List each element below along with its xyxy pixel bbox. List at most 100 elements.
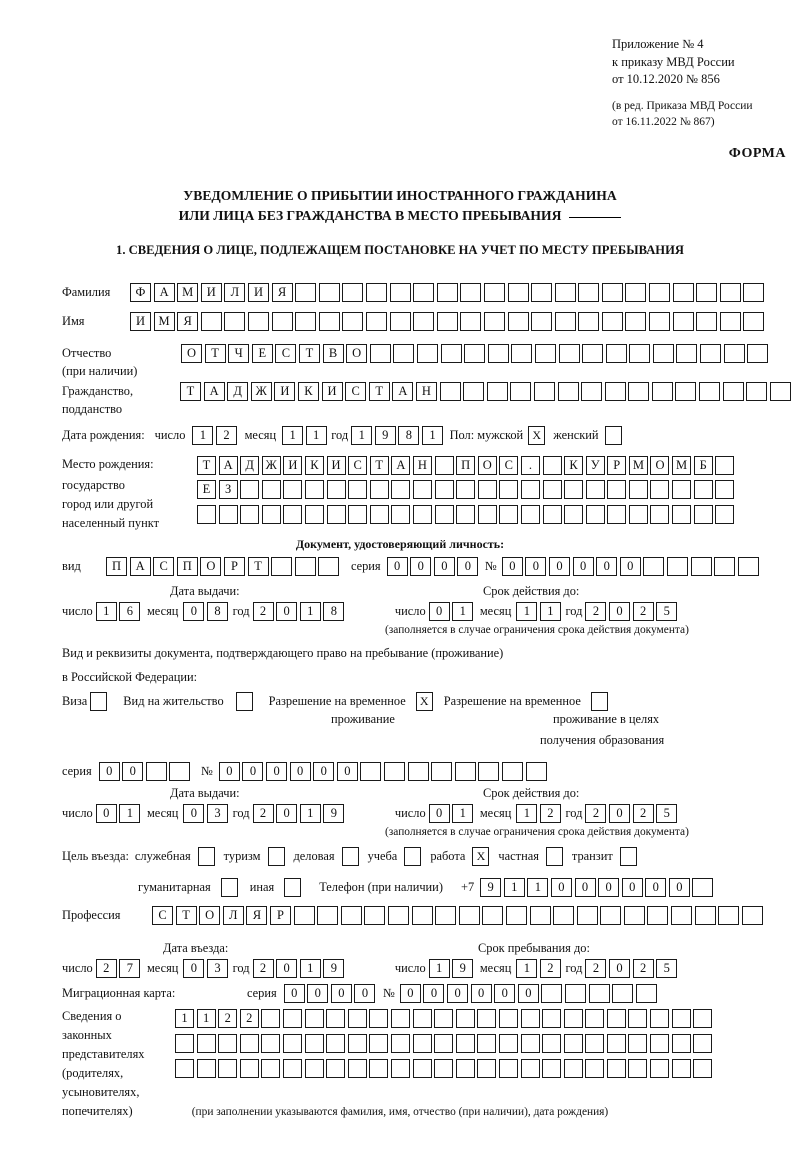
char-cell[interactable]: 0 bbox=[598, 878, 620, 897]
char-cell[interactable]: 2 bbox=[539, 959, 561, 978]
char-cell[interactable] bbox=[672, 480, 692, 499]
char-cell[interactable]: 0 bbox=[289, 762, 311, 781]
char-cell[interactable] bbox=[239, 1059, 259, 1078]
char-cell[interactable]: 3 bbox=[207, 959, 229, 978]
char-cell[interactable] bbox=[463, 382, 485, 401]
char-cell[interactable] bbox=[563, 1059, 583, 1078]
char-cell[interactable] bbox=[606, 1034, 626, 1053]
char-cell[interactable]: О bbox=[650, 456, 670, 475]
char-cell[interactable] bbox=[628, 1059, 648, 1078]
char-cell[interactable] bbox=[531, 283, 553, 302]
char-cell[interactable] bbox=[666, 557, 688, 576]
char-cell[interactable] bbox=[458, 906, 480, 925]
char-cell[interactable] bbox=[295, 312, 317, 331]
sex-female-checkbox[interactable] bbox=[604, 426, 622, 445]
char-cell[interactable]: 0 bbox=[386, 557, 408, 576]
char-cell[interactable] bbox=[483, 312, 505, 331]
char-cell[interactable] bbox=[369, 505, 389, 524]
char-cell[interactable]: И bbox=[274, 382, 296, 401]
char-cell[interactable] bbox=[600, 906, 622, 925]
char-cell[interactable] bbox=[525, 762, 547, 781]
char-cell[interactable]: О bbox=[181, 344, 202, 363]
char-cell[interactable] bbox=[364, 906, 386, 925]
char-cell[interactable] bbox=[434, 480, 454, 499]
char-cell[interactable] bbox=[582, 344, 604, 363]
char-cell[interactable]: Д bbox=[227, 382, 249, 401]
char-cell[interactable] bbox=[563, 1034, 583, 1053]
purpose-option-checkbox[interactable] bbox=[267, 847, 285, 866]
char-cell[interactable]: Л bbox=[224, 283, 246, 302]
char-cell[interactable] bbox=[247, 312, 269, 331]
char-cell[interactable] bbox=[347, 1059, 367, 1078]
visa-checkbox[interactable] bbox=[90, 692, 108, 711]
char-cell[interactable]: 0 bbox=[423, 984, 445, 1003]
char-cell[interactable] bbox=[317, 906, 339, 925]
char-cell[interactable] bbox=[601, 312, 623, 331]
char-cell[interactable] bbox=[196, 1059, 216, 1078]
char-cell[interactable]: 6 bbox=[119, 602, 141, 621]
char-cell[interactable] bbox=[271, 557, 293, 576]
char-cell[interactable]: Ф bbox=[130, 283, 151, 302]
char-cell[interactable]: И bbox=[283, 456, 303, 475]
char-cell[interactable] bbox=[671, 906, 693, 925]
char-cell[interactable] bbox=[694, 906, 716, 925]
char-cell[interactable]: Ж bbox=[250, 382, 272, 401]
char-cell[interactable]: 2 bbox=[218, 1009, 238, 1028]
purpose-option-checkbox[interactable] bbox=[545, 847, 563, 866]
char-cell[interactable] bbox=[628, 480, 648, 499]
char-cell[interactable]: 0 bbox=[609, 804, 631, 823]
char-cell[interactable]: 0 bbox=[98, 762, 120, 781]
char-cell[interactable]: 2 bbox=[95, 959, 117, 978]
char-cell[interactable]: 0 bbox=[276, 959, 298, 978]
char-cell[interactable] bbox=[486, 382, 508, 401]
char-cell[interactable]: 1 bbox=[305, 426, 327, 445]
char-cell[interactable] bbox=[672, 312, 694, 331]
char-cell[interactable] bbox=[534, 344, 556, 363]
char-cell[interactable]: 1 bbox=[516, 602, 538, 621]
char-cell[interactable] bbox=[606, 1009, 626, 1028]
char-cell[interactable]: . bbox=[520, 456, 540, 475]
char-cell[interactable]: 1 bbox=[428, 959, 450, 978]
humanitarian-checkbox[interactable] bbox=[220, 878, 238, 897]
char-cell[interactable] bbox=[696, 283, 718, 302]
char-cell[interactable] bbox=[482, 906, 504, 925]
char-cell[interactable] bbox=[261, 1059, 281, 1078]
char-cell[interactable]: 0 bbox=[550, 878, 572, 897]
char-cell[interactable]: О bbox=[200, 557, 222, 576]
char-cell[interactable]: Б bbox=[693, 456, 713, 475]
char-cell[interactable]: С bbox=[153, 557, 175, 576]
char-cell[interactable] bbox=[557, 382, 579, 401]
char-cell[interactable] bbox=[318, 557, 340, 576]
char-cell[interactable] bbox=[628, 1034, 648, 1053]
char-cell[interactable] bbox=[650, 1059, 670, 1078]
char-cell[interactable] bbox=[477, 1009, 497, 1028]
other-purpose-checkbox[interactable] bbox=[284, 878, 302, 897]
char-cell[interactable] bbox=[393, 344, 415, 363]
char-cell[interactable] bbox=[293, 906, 315, 925]
char-cell[interactable] bbox=[282, 1059, 302, 1078]
char-cell[interactable] bbox=[435, 906, 457, 925]
purpose-option-checkbox[interactable] bbox=[341, 847, 359, 866]
char-cell[interactable] bbox=[326, 505, 346, 524]
char-cell[interactable]: 1 bbox=[299, 602, 321, 621]
char-cell[interactable] bbox=[412, 1009, 432, 1028]
char-cell[interactable]: 5 bbox=[656, 959, 678, 978]
char-cell[interactable] bbox=[282, 1009, 302, 1028]
char-cell[interactable]: 7 bbox=[119, 959, 141, 978]
char-cell[interactable] bbox=[629, 344, 651, 363]
char-cell[interactable] bbox=[558, 344, 580, 363]
char-cell[interactable] bbox=[693, 505, 713, 524]
char-cell[interactable] bbox=[542, 1034, 562, 1053]
char-cell[interactable] bbox=[318, 312, 340, 331]
char-cell[interactable]: И bbox=[321, 382, 343, 401]
char-cell[interactable]: М bbox=[672, 456, 692, 475]
char-cell[interactable]: 0 bbox=[183, 959, 205, 978]
char-cell[interactable] bbox=[542, 480, 562, 499]
char-cell[interactable]: Ж bbox=[261, 456, 281, 475]
char-cell[interactable]: 0 bbox=[242, 762, 264, 781]
